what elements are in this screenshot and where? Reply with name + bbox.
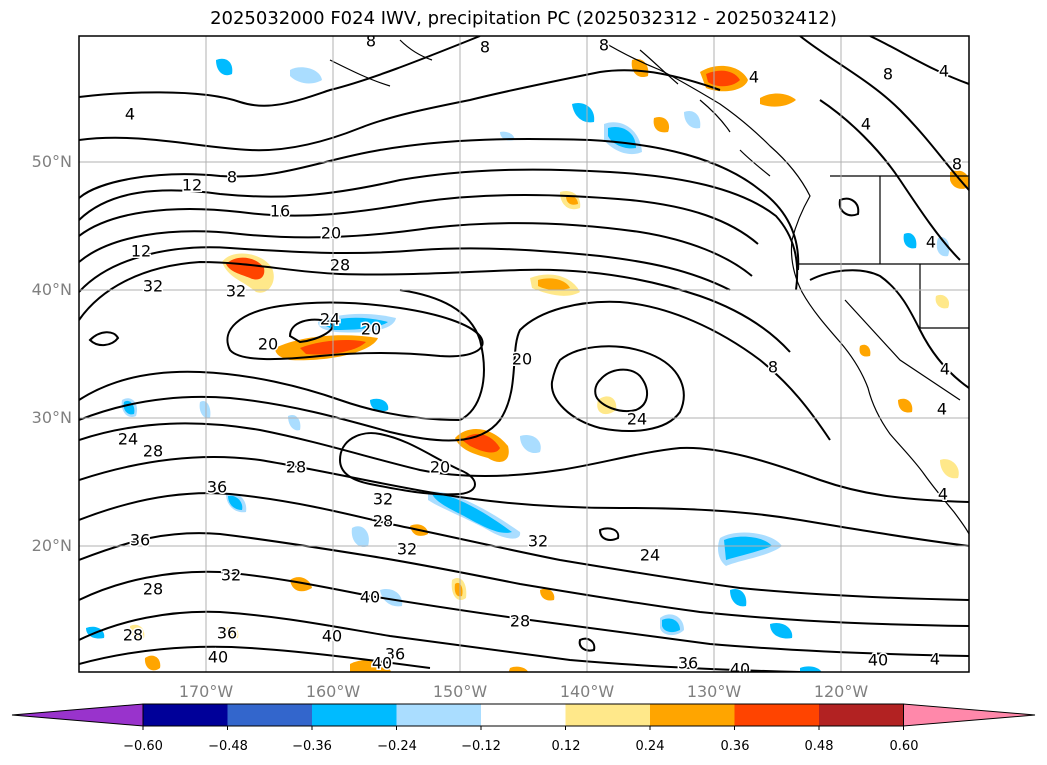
coastlines	[329, 39, 969, 535]
contour-label: 8	[952, 155, 962, 174]
contour-label: 4	[930, 650, 940, 669]
contour-label: 36	[217, 624, 237, 643]
contour-label: 8	[480, 38, 490, 57]
contour-label: 24	[320, 310, 340, 329]
colorbar-segment	[650, 704, 735, 726]
contour-label: 28	[143, 442, 163, 461]
contour-label: 28	[123, 626, 143, 645]
colorbar-tick: 0.36	[720, 739, 750, 754]
colorbar-segment	[396, 704, 482, 726]
contour-label: 40	[868, 651, 888, 670]
contour-label: 32	[373, 490, 393, 509]
contour-label: 8	[366, 32, 376, 51]
contour-label: 16	[270, 202, 290, 221]
contour-label: 28	[373, 512, 393, 531]
colorbar-tick: 0.24	[635, 739, 665, 754]
colorbar-tick: 0.12	[551, 739, 581, 754]
contour-label: 8	[227, 168, 237, 187]
contour-label: 40	[322, 627, 342, 646]
colorbar-tick: −0.24	[377, 739, 417, 754]
colorbar-tick: −0.60	[123, 739, 163, 754]
lon-label-130w: 130°W	[686, 682, 742, 701]
contour-label: 12	[131, 242, 151, 261]
contour-label: 4	[861, 115, 871, 134]
contour-label: 8	[768, 358, 778, 377]
contour-label: 4	[939, 62, 949, 81]
contour-label: 32	[226, 282, 246, 301]
colorbar-tick: 0.48	[804, 739, 834, 754]
contour-label: 4	[749, 68, 759, 87]
colorbar-segment	[312, 704, 397, 726]
contour-label: 40	[208, 648, 228, 667]
contour-label: 40	[730, 660, 750, 679]
colorbar-tick: 0.60	[889, 739, 919, 754]
colorbar-tick: −0.36	[292, 739, 332, 754]
colorbar-extend-high	[903, 703, 1036, 727]
map-frame	[78, 35, 970, 673]
contour-label: 8	[599, 36, 609, 55]
lon-label-140w: 140°W	[559, 682, 615, 701]
colorbar-segment	[227, 704, 313, 726]
colorbar-segment	[565, 704, 651, 726]
lon-label-160w: 160°W	[305, 682, 361, 701]
contour-label: 36	[678, 654, 698, 673]
contour-label: 20	[512, 350, 532, 369]
contour-label: 4	[938, 485, 948, 504]
lat-label-40n: 40°N	[31, 280, 72, 299]
contour-label: 32	[221, 566, 241, 585]
lon-label-150w: 150°W	[432, 682, 488, 701]
iwv-contours	[79, 36, 969, 672]
contour-label: 32	[143, 277, 163, 296]
colorbar-tick: −0.12	[461, 739, 501, 754]
colorbar-segment	[819, 704, 904, 726]
contour-label: 4	[937, 400, 947, 419]
contour-label: 36	[130, 531, 150, 550]
contour-label: 36	[385, 645, 405, 664]
lat-label-50n: 50°N	[31, 152, 72, 171]
colorbar-tick: −0.48	[208, 739, 248, 754]
contour-label: 24	[640, 546, 660, 565]
contour-label: 28	[143, 580, 163, 599]
contour-label: 32	[397, 540, 417, 559]
map-title: 2025032000 F024 IWV, precipitation PC (2…	[210, 8, 837, 29]
colorbar-extend-low	[11, 703, 144, 727]
contour-label: 28	[286, 458, 306, 477]
contour-label: 20	[361, 320, 381, 339]
colorbar	[11, 703, 1036, 730]
contour-label: 24	[627, 410, 647, 429]
contour-label: 40	[360, 588, 380, 607]
colorbar-outline	[142, 703, 904, 727]
contour-label: 28	[330, 256, 350, 275]
colorbar-segment	[734, 704, 820, 726]
contour-label: 4	[125, 105, 135, 124]
contour-label: 20	[430, 458, 450, 477]
contour-label: 12	[182, 176, 202, 195]
lon-label-120w: 120°W	[813, 682, 869, 701]
contour-label: 36	[207, 478, 227, 497]
precip-positive-areas	[130, 58, 969, 672]
contour-label: 8	[883, 65, 893, 84]
colorbar-segment	[481, 704, 566, 726]
contour-label: 32	[528, 532, 548, 551]
contour-label: 20	[321, 224, 341, 243]
contour-label: 28	[510, 612, 530, 631]
contour-label: 40	[372, 654, 392, 673]
contour-label: 20	[258, 335, 278, 354]
contour-label: 4	[940, 360, 950, 379]
graticule	[79, 36, 969, 672]
contour-label: 24	[118, 430, 138, 449]
lat-label-30n: 30°N	[31, 408, 72, 427]
lat-label-20n: 20°N	[31, 536, 72, 555]
lon-label-170w: 170°W	[178, 682, 234, 701]
colorbar-segment	[143, 704, 228, 726]
contour-label: 4	[926, 233, 936, 252]
